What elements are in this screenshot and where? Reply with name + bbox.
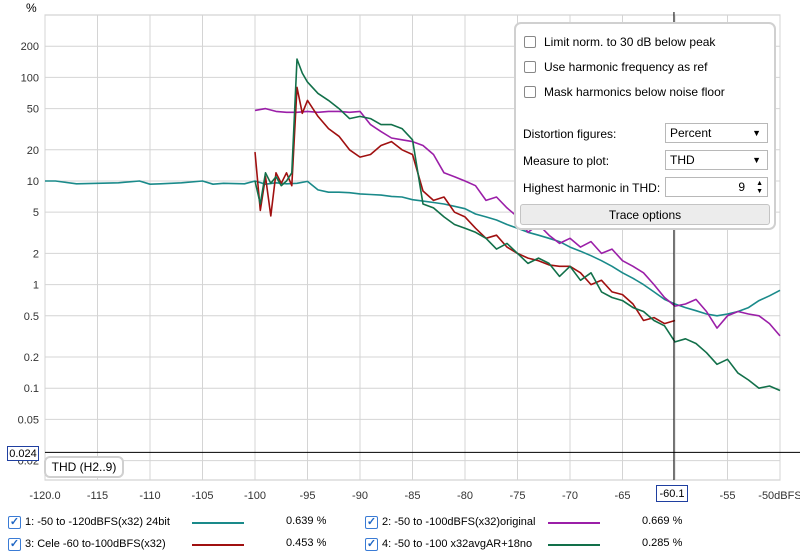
y-axis-label: % — [26, 1, 37, 15]
legend-value-1: 0.639 % — [286, 515, 327, 527]
x-tick-label: -75 — [510, 490, 526, 502]
legend-item-2[interactable]: ✓ 2: -50 to -100dBFS(x32)original — [365, 514, 535, 530]
legend-swatch-4 — [548, 544, 600, 546]
x-tick-label: -110 — [139, 490, 160, 502]
x-tick-label: -105 — [191, 490, 213, 502]
x-tick-label: -100 — [244, 490, 266, 502]
y-cursor-readout: 0.024 — [7, 446, 39, 461]
legend-value-4: 0.285 % — [642, 537, 683, 549]
legend-swatch-3 — [192, 544, 244, 546]
use-harmonic-checkbox[interactable] — [524, 61, 536, 73]
limit-norm-label: Limit norm. to 30 dB below peak — [544, 35, 716, 49]
highest-harmonic-spinner[interactable]: 9 ▲ ▼ — [665, 177, 768, 197]
measure-to-plot-label: Measure to plot: — [523, 154, 610, 168]
legend-swatch-1 — [192, 522, 244, 524]
y-tick-label: 20 — [27, 145, 39, 157]
y-tick-label: 50 — [27, 104, 39, 116]
highest-harmonic-value: 9 — [738, 180, 745, 194]
mask-harmonics-label: Mask harmonics below noise floor — [544, 85, 725, 99]
mask-harmonics-checkbox[interactable] — [524, 86, 536, 98]
x-tick-label: -50dBFS — [758, 490, 800, 502]
distortion-figures-select[interactable]: Percent ▼ — [665, 123, 768, 143]
highest-harmonic-label: Highest harmonic in THD: — [523, 181, 661, 195]
measure-tag: THD (H2..9) — [44, 456, 124, 478]
x-tick-label: -85 — [405, 490, 421, 502]
spin-down-icon[interactable]: ▼ — [756, 188, 763, 195]
y-tick-label: 10 — [27, 176, 39, 188]
x-tick-label: -70 — [562, 490, 578, 502]
options-panel: Limit norm. to 30 dB below peak Use harm… — [514, 22, 776, 230]
x-cursor-readout: -60.1 — [656, 485, 688, 502]
legend-item-3[interactable]: ✓ 3: Cele -60 to-100dBFS(x32) — [8, 536, 166, 552]
legend-value-2: 0.669 % — [642, 515, 683, 527]
axis-ticks: -120.0 -115 -110 -105 -100 -95 -90 -85 -80 -75 -70… — [18, 41, 800, 502]
limit-norm-checkbox[interactable] — [524, 36, 536, 48]
chevron-down-icon: ▼ — [752, 128, 761, 138]
y-tick-label: 2 — [33, 248, 39, 260]
limit-norm-option[interactable]: Limit norm. to 30 dB below peak — [524, 34, 715, 50]
legend-swatch-2 — [548, 522, 600, 524]
y-tick-label: 0.5 — [24, 311, 39, 323]
y-tick-label: 5 — [33, 207, 39, 219]
legend-checkbox-2[interactable]: ✓ — [365, 515, 378, 529]
measure-to-plot-select[interactable]: THD ▼ — [665, 150, 768, 170]
legend-item-1[interactable]: ✓ 1: -50 to -120dBFS(x32) 24bit — [8, 514, 170, 530]
chevron-down-icon: ▼ — [752, 155, 761, 165]
legend-checkbox-4[interactable]: ✓ — [365, 537, 378, 551]
y-tick-label: 1 — [33, 280, 39, 292]
legend-checkbox-1[interactable]: ✓ — [8, 515, 21, 529]
x-tick-label: -55 — [720, 490, 736, 502]
x-tick-label: -90 — [352, 490, 368, 502]
y-tick-label: 0.1 — [24, 383, 39, 395]
x-tick-label: -115 — [87, 490, 108, 502]
legend-value-3: 0.453 % — [286, 537, 327, 549]
mask-harmonics-option[interactable]: Mask harmonics below noise floor — [524, 84, 725, 100]
distortion-figures-value: Percent — [670, 126, 712, 140]
use-harmonic-option[interactable]: Use harmonic frequency as ref — [524, 59, 707, 75]
distortion-figures-label: Distortion figures: — [523, 127, 617, 141]
x-tick-label: -80 — [457, 490, 473, 502]
spin-up-icon[interactable]: ▲ — [756, 180, 763, 187]
y-tick-label: 100 — [21, 72, 39, 84]
y-tick-label: 200 — [21, 41, 39, 53]
legend-label-3: 3: Cele -60 to-100dBFS(x32) — [25, 538, 166, 550]
series-line-4 — [254, 58, 781, 392]
y-tick-label: 0.2 — [24, 352, 39, 364]
x-tick-label: -95 — [300, 490, 316, 502]
legend-label-4: 4: -50 to -100 x32avgAR+18no — [382, 538, 533, 550]
legend-item-4[interactable]: ✓ 4: -50 to -100 x32avgAR+18no — [365, 536, 532, 552]
legend-label-2: 2: -50 to -100dBFS(x32)original — [382, 516, 536, 528]
x-tick-label: -65 — [615, 490, 631, 502]
legend-label-1: 1: -50 to -120dBFS(x32) 24bit — [25, 516, 170, 528]
trace-options-button[interactable]: Trace options — [520, 204, 770, 225]
use-harmonic-label: Use harmonic frequency as ref — [544, 60, 708, 74]
x-tick-label: -120.0 — [29, 490, 60, 502]
legend-checkbox-3[interactable]: ✓ — [8, 537, 21, 551]
y-tick-label: 0.05 — [18, 414, 39, 426]
measure-to-plot-value: THD — [670, 153, 695, 167]
